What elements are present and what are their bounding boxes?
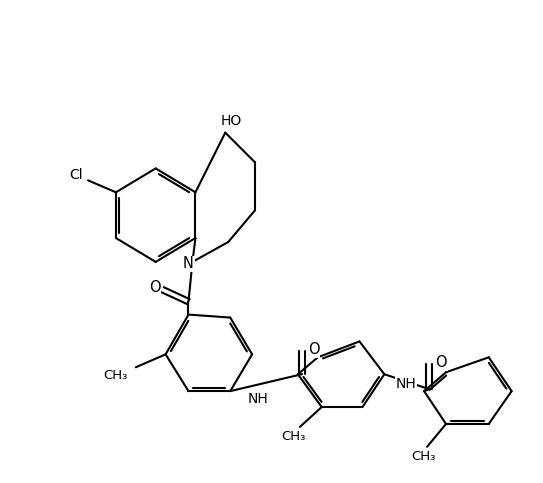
Text: O: O (435, 355, 447, 370)
Text: O: O (149, 280, 161, 295)
Text: NH: NH (396, 377, 416, 391)
Text: CH₃: CH₃ (104, 369, 128, 382)
Text: HO: HO (220, 114, 242, 128)
Text: NH: NH (248, 392, 268, 406)
Text: CH₃: CH₃ (282, 430, 306, 443)
Text: Cl: Cl (70, 169, 83, 183)
Text: O: O (308, 342, 320, 357)
Text: CH₃: CH₃ (411, 450, 435, 463)
Text: N: N (183, 256, 194, 271)
